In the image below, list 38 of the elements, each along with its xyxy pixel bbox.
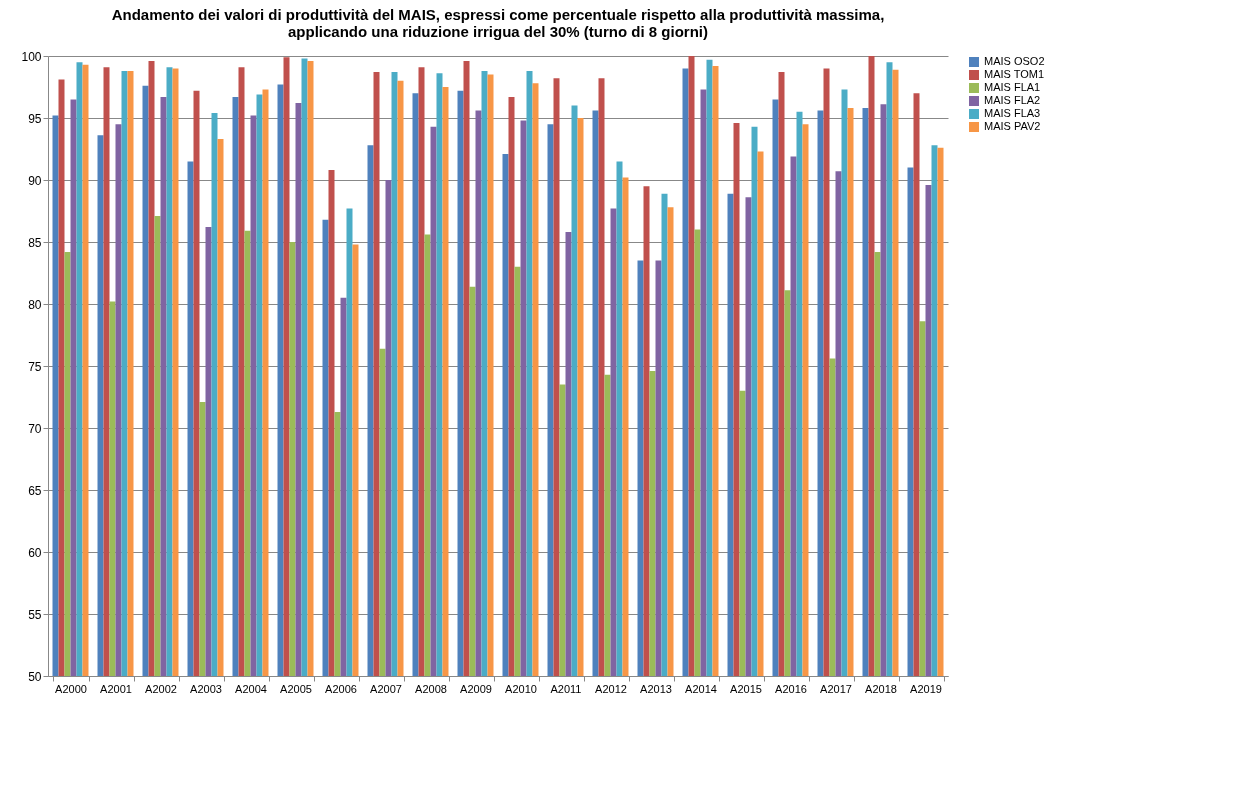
x-tick-label: A2010 [505,682,537,695]
x-tick-label: A2009 [460,682,492,695]
y-tick-label: 80 [28,297,42,312]
x-tick-label: A2019 [910,682,942,695]
y-tick-label: 55 [28,607,42,622]
x-tick-label: A2017 [820,682,852,695]
y-tick-label: 70 [28,421,42,436]
y-tick-label: 50 [28,669,42,684]
chart-title: Andamento dei valori di produttività del MAIS, espressi come percentuale rispetto alla produttività massima, applicando una riduzione irrigua del 30% (turno di 8 giorni) [111,6,885,40]
x-tick-label: A2003 [190,682,222,695]
legend-label: MAIS FLA3 [984,107,1041,119]
x-tick-label: A2007 [370,682,402,695]
legend-label: MAIS PAV2 [984,120,1041,132]
x-tick-label: A2013 [640,682,672,695]
x-tick-label: A2018 [865,682,897,695]
x-tick-label: A2001 [100,682,132,695]
x-tick-label: A2012 [595,682,627,695]
legend-label: MAIS FLA2 [984,94,1041,106]
legend-label: MAIS OSO2 [984,55,1045,67]
x-tick-label: A2016 [775,682,807,695]
y-tick-label: 90 [28,173,42,188]
y-tick-label: 100 [21,49,42,64]
x-tick-label: A2004 [235,682,267,695]
y-tick-label: 95 [28,111,42,126]
y-tick-label: 65 [28,483,42,498]
x-tick-label: A2000 [55,682,87,695]
y-tick-label: 75 [28,359,42,374]
legend-label: MAIS TOM1 [984,68,1045,80]
x-tick-label: A2011 [550,682,582,695]
x-tick-label: A2008 [415,682,447,695]
y-tick-label: 60 [28,545,42,560]
x-tick-label: A2006 [325,682,357,695]
x-tick-label: A2014 [685,682,717,695]
y-tick-label: 85 [28,235,42,250]
x-tick-label: A2005 [280,682,312,695]
legend-label: MAIS FLA1 [984,81,1041,93]
x-tick-label: A2002 [145,682,177,695]
x-tick-label: A2015 [730,682,762,695]
